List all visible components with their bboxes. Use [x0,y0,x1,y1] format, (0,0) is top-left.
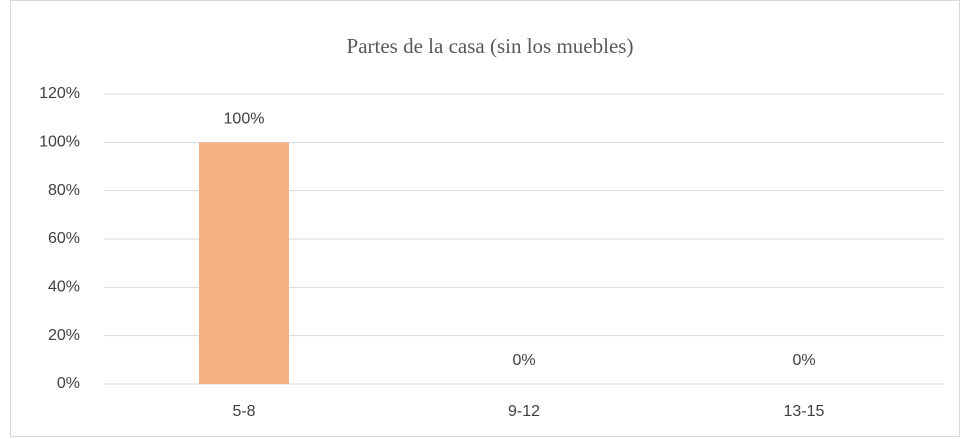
y-tick-label: 0% [57,375,80,392]
y-tick-label: 80% [48,182,80,199]
value-label: 0% [792,352,815,369]
y-tick-label: 60% [48,230,80,247]
bar [199,142,289,384]
chart-border [10,0,960,437]
y-tick-label: 20% [48,327,80,344]
value-label: 0% [512,352,535,369]
x-tick-label: 13-15 [784,403,825,420]
x-tick-label: 9-12 [508,403,540,420]
y-tick-label: 120% [39,85,80,102]
x-tick-label: 5-8 [232,403,255,420]
y-tick-label: 100% [39,134,80,151]
y-tick-label: 40% [48,279,80,296]
chart-title: Partes de la casa (sin los muebles) [347,34,634,58]
value-label: 100% [224,111,265,128]
